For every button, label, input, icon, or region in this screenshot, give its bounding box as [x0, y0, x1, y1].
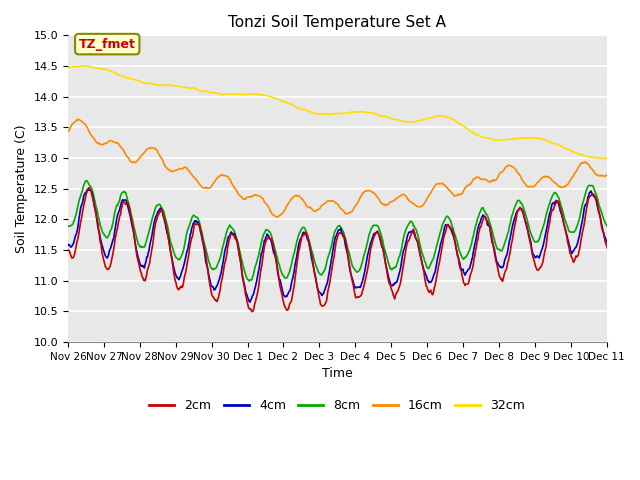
2cm: [64, 247, 72, 252]
8cm: [623, 175, 630, 181]
Line: 16cm: 16cm: [68, 119, 640, 217]
16cm: [274, 214, 282, 220]
16cm: [266, 208, 274, 214]
4cm: [639, 232, 640, 238]
16cm: [238, 194, 246, 200]
Text: TZ_fmet: TZ_fmet: [79, 37, 136, 50]
16cm: [416, 204, 424, 210]
32cm: [448, 116, 456, 121]
32cm: [64, 65, 72, 71]
8cm: [237, 255, 245, 261]
4cm: [64, 242, 72, 248]
16cm: [449, 190, 456, 196]
8cm: [448, 221, 456, 227]
2cm: [448, 226, 456, 232]
Line: 32cm: 32cm: [68, 66, 640, 159]
4cm: [246, 299, 254, 305]
32cm: [288, 102, 296, 108]
32cm: [132, 77, 140, 83]
32cm: [238, 92, 246, 97]
2cm: [266, 236, 274, 242]
Legend: 2cm, 4cm, 8cm, 16cm, 32cm: 2cm, 4cm, 8cm, 16cm, 32cm: [145, 394, 531, 417]
16cm: [289, 195, 296, 201]
8cm: [246, 278, 253, 284]
Line: 8cm: 8cm: [68, 178, 640, 281]
32cm: [415, 118, 423, 123]
8cm: [132, 230, 140, 236]
Line: 4cm: 4cm: [68, 184, 640, 302]
8cm: [415, 239, 423, 245]
2cm: [625, 183, 632, 189]
8cm: [288, 259, 296, 264]
32cm: [266, 94, 274, 99]
X-axis label: Time: Time: [322, 367, 353, 380]
16cm: [132, 159, 140, 165]
16cm: [639, 166, 640, 172]
4cm: [415, 248, 423, 254]
Line: 2cm: 2cm: [68, 186, 640, 312]
8cm: [266, 230, 274, 236]
32cm: [84, 63, 92, 69]
4cm: [624, 181, 632, 187]
16cm: [64, 129, 72, 134]
32cm: [639, 156, 640, 162]
4cm: [288, 277, 296, 283]
8cm: [64, 223, 72, 229]
2cm: [639, 237, 640, 243]
8cm: [639, 213, 640, 218]
16cm: [75, 116, 83, 122]
2cm: [248, 309, 256, 314]
2cm: [288, 295, 296, 301]
Y-axis label: Soil Temperature (C): Soil Temperature (C): [15, 124, 28, 253]
32cm: [636, 156, 640, 162]
2cm: [415, 247, 423, 252]
4cm: [237, 263, 245, 268]
4cm: [266, 236, 274, 242]
2cm: [132, 242, 140, 248]
4cm: [132, 242, 140, 248]
4cm: [448, 228, 456, 234]
2cm: [237, 262, 245, 268]
Title: Tonzi Soil Temperature Set A: Tonzi Soil Temperature Set A: [228, 15, 446, 30]
